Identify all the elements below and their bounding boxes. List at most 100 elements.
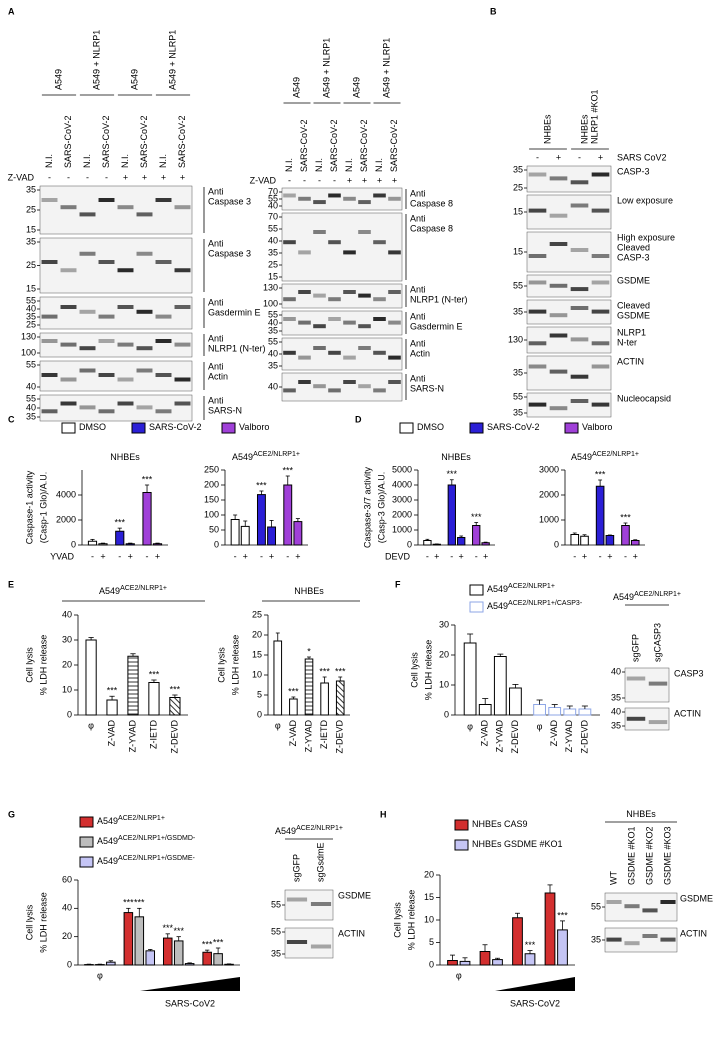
- marker-label: 35: [268, 247, 278, 257]
- significance: ***: [447, 469, 458, 479]
- blot-band: [358, 200, 371, 205]
- blot-band: [136, 368, 153, 373]
- blot-band: [642, 908, 658, 913]
- legend-label: SARS-CoV-2: [149, 422, 202, 432]
- y-tick-label: 30: [439, 619, 449, 629]
- error-bar: [126, 907, 131, 913]
- y-axis-label: Cell lysis: [216, 647, 226, 683]
- lane-label: N.I.: [374, 158, 384, 172]
- bar: [106, 699, 118, 716]
- blot-band: [328, 350, 341, 355]
- y-tick-label: 50: [209, 524, 219, 534]
- blot-band: [79, 212, 96, 217]
- y-tick-label: 0: [71, 539, 76, 549]
- x-tick-label: Z-DEVD: [335, 720, 345, 754]
- group-label: NLRP1 #KO1: [589, 89, 599, 144]
- error-bar: [137, 907, 142, 917]
- strip-label: Anti: [208, 186, 224, 196]
- lane-label: N.I.: [344, 158, 354, 172]
- legend-label-sup: ACE2/NLRP1+: [118, 815, 165, 822]
- blot-band: [136, 346, 153, 351]
- y-tick-label: 0: [554, 539, 559, 549]
- marker-label: 55: [268, 193, 278, 203]
- bar: [320, 682, 329, 716]
- legend-label-base: NHBEs CAS9: [472, 819, 528, 829]
- x-tick-label: -: [599, 551, 602, 561]
- error-bar: [495, 957, 500, 960]
- error-bar: [551, 704, 558, 708]
- bar: [106, 961, 116, 966]
- significance: ***: [288, 686, 299, 696]
- blot-band: [549, 369, 568, 374]
- bar: [224, 963, 234, 966]
- blot-band: [310, 944, 332, 949]
- legend-label-base: DMSO: [79, 422, 106, 432]
- treatment-label: Z-VAD: [8, 172, 35, 182]
- legend-label-sup: ACE2/NLRP1+/GSDMD-: [118, 835, 196, 842]
- marker-label: 35: [513, 306, 523, 316]
- subplot-title-base: NHBEs: [110, 452, 140, 462]
- y-tick-label: 100: [204, 509, 219, 519]
- error-bar: [338, 676, 343, 681]
- marker-label: 40: [268, 235, 278, 245]
- bar: [478, 704, 492, 716]
- blot-band: [591, 309, 610, 314]
- error-bar: [450, 954, 455, 961]
- marker-label: 70: [268, 211, 278, 221]
- strip-label: Caspase 8: [410, 223, 453, 233]
- marker-label: 40: [268, 348, 278, 358]
- marker-label: 40: [611, 706, 621, 716]
- error-bar: [462, 957, 468, 962]
- error-bar: [482, 698, 489, 705]
- y-axis-label: Caspase-3/7 activity: [362, 466, 372, 548]
- y-axis-label: (Casp-3 Glo)/A.U.: [376, 472, 386, 544]
- bar: [115, 530, 125, 546]
- blot-band: [60, 377, 77, 382]
- legend-swatch: [454, 819, 469, 831]
- strip-label: NLRP1 (N-ter): [410, 294, 468, 304]
- dose-wedge: [140, 977, 240, 991]
- y-tick-label: 2000: [56, 514, 76, 524]
- strip-label: ACTIN: [680, 928, 707, 938]
- strip-label: Anti: [208, 297, 224, 307]
- bar: [145, 950, 156, 966]
- blot-band: [79, 368, 96, 373]
- legend-label-base: SARS-CoV-2: [487, 422, 540, 432]
- blot-band: [313, 324, 326, 329]
- marker-label: 130: [263, 282, 278, 292]
- significance: ***: [114, 518, 125, 528]
- blot-band: [136, 309, 153, 314]
- legend-swatch: [61, 422, 76, 434]
- marker-label: 35: [26, 311, 36, 321]
- blot-strip: [281, 372, 403, 402]
- blot-band: [313, 230, 326, 234]
- x-tick-label: -: [475, 551, 478, 561]
- marker-label: 55: [268, 336, 278, 346]
- error-bar: [581, 705, 588, 709]
- group-label: A549: [53, 69, 63, 90]
- blot-title-sup: ACE2/NLRP1+: [296, 825, 343, 832]
- marker-label: 55: [271, 899, 281, 909]
- error-bar: [187, 962, 192, 964]
- blot-band: [98, 409, 115, 414]
- blot-band: [570, 337, 589, 342]
- strip-label: Cleaved: [617, 242, 650, 252]
- error-bar: [467, 633, 474, 643]
- error-bar: [459, 535, 464, 538]
- marker-label: 40: [26, 402, 36, 412]
- marker-label: 35: [26, 411, 36, 421]
- strip-label: Anti: [410, 188, 426, 198]
- blot-strip: [281, 283, 403, 309]
- blot-strip: [39, 332, 193, 358]
- x-tick-label: +: [633, 551, 638, 561]
- blot-band: [373, 350, 386, 355]
- bar: [202, 951, 212, 966]
- subplot-title-base: NHBEs: [441, 452, 471, 462]
- y-axis-label: Caspase-1 activity: [24, 470, 34, 544]
- x-tick-label: -: [624, 551, 627, 561]
- x-tick-label: -: [118, 551, 121, 561]
- bar: [304, 658, 314, 716]
- legend-swatch: [469, 601, 484, 613]
- blot-band: [358, 384, 371, 389]
- strip-label: Anti: [208, 361, 224, 371]
